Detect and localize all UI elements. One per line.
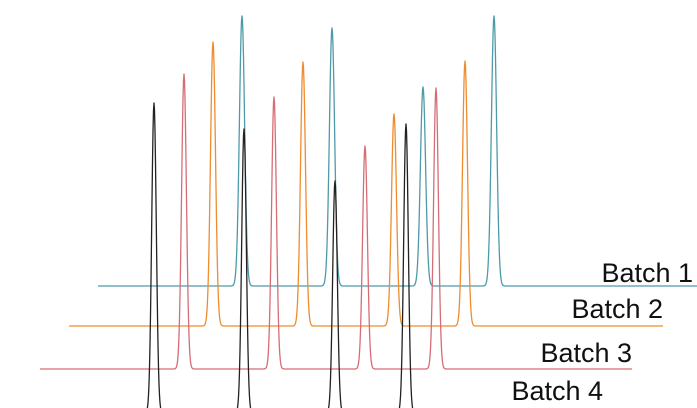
- series-label-batch-3: Batch 3: [540, 338, 632, 368]
- peak-apex-batch-4-1: [153, 102, 155, 104]
- peak-apex-batch-4-3: [334, 180, 336, 182]
- label-group: Batch 1 Batch 2 Batch 3 Batch 4: [511, 258, 693, 406]
- series-label-batch-4: Batch 4: [511, 376, 603, 406]
- trace-batch-2: [68, 41, 664, 327]
- peak-apex-batch-3-1: [183, 73, 185, 75]
- peak-apex-batch-4-2: [243, 128, 245, 130]
- peak-apex-batch-1-4: [493, 15, 495, 17]
- peak-apex-batch-1-3: [422, 86, 424, 88]
- peak-apex-batch-1-2: [331, 27, 333, 29]
- peak-apex-batch-2-4: [464, 60, 466, 62]
- peak-apex-batch-1-1: [241, 15, 243, 17]
- peak-apex-batch-2-1: [212, 41, 214, 43]
- trace-batch-4: [146, 102, 414, 408]
- trace-batch-3: [39, 73, 633, 370]
- peak-apex-batch-3-2: [273, 96, 275, 98]
- trace-group: [39, 15, 697, 408]
- peak-apex-batch-2-2: [302, 61, 304, 63]
- peak-apex-batch-2-3: [393, 113, 395, 115]
- series-label-batch-1: Batch 1: [601, 258, 693, 288]
- trace-batch-1: [97, 15, 697, 287]
- peak-apex-batch-4-4: [405, 123, 407, 125]
- peak-apex-batch-3-4: [435, 87, 437, 89]
- series-label-batch-2: Batch 2: [571, 294, 663, 324]
- peak-apex-batch-3-3: [364, 145, 366, 147]
